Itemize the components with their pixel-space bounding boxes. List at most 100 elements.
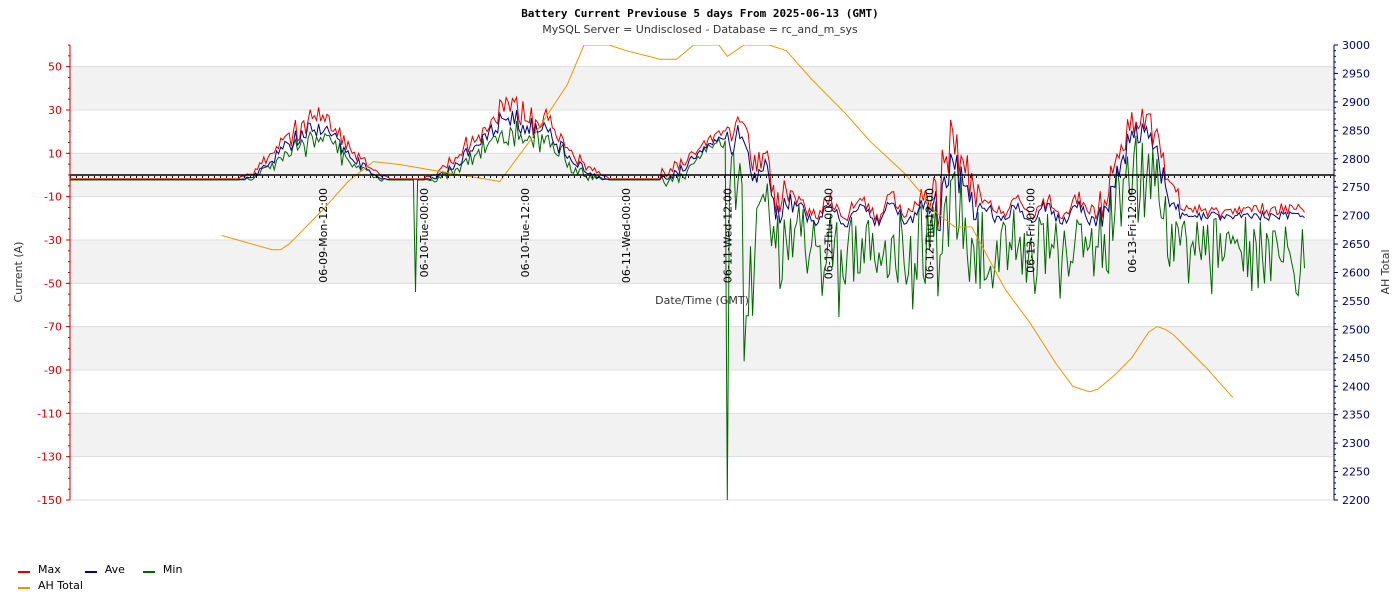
y-tick-label: -50 — [44, 277, 62, 290]
zero-line-tick — [226, 176, 227, 178]
zero-line-tick — [178, 176, 179, 178]
zero-line-tick — [940, 176, 941, 178]
zero-line-tick — [772, 176, 773, 178]
series-max-line — [70, 95, 1305, 228]
y2-tick-label: 2300 — [1342, 437, 1370, 450]
zero-line-tick — [862, 176, 863, 178]
zero-line-tick — [184, 176, 185, 178]
zero-line-tick — [832, 176, 833, 178]
zero-line-tick — [574, 176, 575, 178]
y-tick-label: -70 — [44, 321, 62, 334]
zero-line-tick — [544, 176, 545, 178]
x-tick-label: 06-12-Thu-12:00 — [924, 188, 937, 279]
zero-line-tick — [730, 176, 731, 178]
zero-line-tick — [892, 176, 893, 178]
zero-line-tick — [562, 176, 563, 178]
zero-line-tick — [1180, 176, 1181, 178]
x-tick-label: 06-11-Wed-00:00 — [620, 188, 633, 283]
zero-line-tick — [112, 176, 113, 178]
zero-line-tick — [1186, 176, 1187, 178]
zero-line-tick — [1144, 176, 1145, 178]
zero-line-tick — [652, 176, 653, 178]
zero-line-tick — [1000, 176, 1001, 178]
zero-line-tick — [358, 176, 359, 178]
chart-subtitle: MySQL Server = Undisclosed - Database = … — [542, 23, 858, 36]
zero-line-tick — [808, 176, 809, 178]
zero-line-tick — [688, 176, 689, 178]
zero-line-tick — [844, 176, 845, 178]
zero-line-tick — [784, 176, 785, 178]
zero-line-tick — [100, 176, 101, 178]
zero-line-tick — [1264, 176, 1265, 178]
zero-line-tick — [1210, 176, 1211, 178]
y2-tick-label: 2700 — [1342, 210, 1370, 223]
zero-line-tick — [412, 176, 413, 178]
y2-tick-label: 2750 — [1342, 181, 1370, 194]
zero-line-tick — [298, 176, 299, 178]
zero-line-tick — [322, 176, 323, 178]
zero-line-tick — [1258, 176, 1259, 178]
zero-line-tick — [826, 176, 827, 178]
x-tick-label: 06-12-Thu-00:00 — [822, 188, 835, 279]
zero-line-tick — [682, 176, 683, 178]
zero-line-tick — [1150, 176, 1151, 178]
legend: Max Ave Min AH Total — [18, 561, 200, 593]
zero-line-tick — [568, 176, 569, 178]
zero-line-tick — [1036, 176, 1037, 178]
legend-min-swatch — [142, 571, 155, 573]
zero-line-tick — [868, 176, 869, 178]
zero-line-tick — [1300, 176, 1301, 178]
zero-line-tick — [454, 176, 455, 178]
zero-line-tick — [490, 176, 491, 178]
zero-line-tick — [550, 176, 551, 178]
zero-line-tick — [136, 176, 137, 178]
zero-line-tick — [1318, 176, 1319, 178]
legend-ave: Ave — [84, 563, 125, 576]
zero-line-tick — [640, 176, 641, 178]
zero-line-tick — [472, 176, 473, 178]
legend-max-label: Max — [38, 562, 61, 576]
zero-line-tick — [760, 176, 761, 178]
zero-line-tick — [742, 176, 743, 178]
zero-line-tick — [1330, 176, 1331, 178]
zero-line-tick — [1168, 176, 1169, 178]
y2-tick-label: 2450 — [1342, 352, 1370, 365]
zero-line-tick — [610, 176, 611, 178]
zero-line-tick — [556, 176, 557, 178]
zero-line-tick — [970, 176, 971, 178]
zero-line-tick — [1192, 176, 1193, 178]
series-ah-total-line — [221, 45, 1234, 398]
zero-line-tick — [382, 176, 383, 178]
zero-line-tick — [328, 176, 329, 178]
series-min-line — [70, 120, 1305, 501]
background-band — [70, 413, 1334, 457]
zero-line-tick — [244, 176, 245, 178]
zero-line-tick — [724, 176, 725, 178]
zero-line-tick — [232, 176, 233, 178]
zero-line-tick — [1060, 176, 1061, 178]
y2-tick-label: 2950 — [1342, 67, 1370, 80]
x-tick-label: 06-11-Wed-12:00 — [721, 188, 734, 283]
y-tick-label: -150 — [37, 494, 62, 507]
legend-ah-total-label: AH Total — [38, 578, 83, 592]
zero-line-tick — [1066, 176, 1067, 178]
y-tick-label: -110 — [37, 407, 62, 420]
zero-line-tick — [190, 176, 191, 178]
y2-tick-label: 2200 — [1342, 494, 1370, 507]
y2-tick-label: 2500 — [1342, 323, 1370, 336]
x-tick-label: 06-10-Tue-00:00 — [418, 188, 431, 277]
zero-line-tick — [1234, 176, 1235, 178]
zero-line-tick — [202, 176, 203, 178]
zero-line-tick — [1132, 176, 1133, 178]
y2-tick-label: 2900 — [1342, 96, 1370, 109]
zero-line-tick — [1324, 176, 1325, 178]
zero-line-tick — [700, 176, 701, 178]
y2-tick-label: 2550 — [1342, 295, 1370, 308]
series-layer — [70, 45, 1305, 501]
x-tick-labels: 06-09-Mon-12:00 06-10-Tue-00:00 06-10-Tue-… — [317, 188, 1139, 283]
zero-line-tick — [94, 176, 95, 178]
zero-line-tick — [1228, 176, 1229, 178]
zero-line-tick — [526, 176, 527, 178]
zero-line-tick — [1240, 176, 1241, 178]
zero-line-tick — [850, 176, 851, 178]
